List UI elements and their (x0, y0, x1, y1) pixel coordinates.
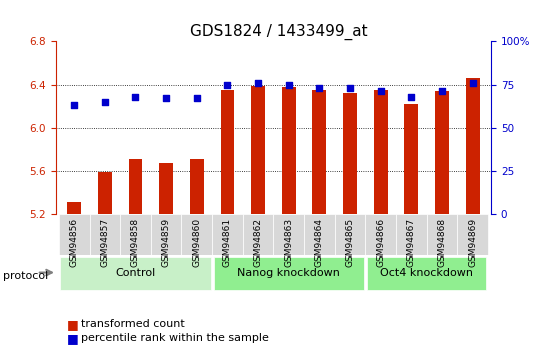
Text: GSM94869: GSM94869 (468, 218, 477, 267)
Bar (282, 87, 296, 345)
Bar (159, 163, 173, 345)
Text: GSM94863: GSM94863 (284, 218, 294, 267)
Text: Control: Control (116, 268, 156, 278)
Bar (128, 159, 142, 345)
Bar (190, 159, 204, 345)
Bar (68, 202, 81, 345)
Bar (304, 214, 335, 255)
Bar (335, 214, 365, 255)
Text: GSM94865: GSM94865 (345, 218, 354, 267)
Bar (243, 214, 273, 255)
Bar (374, 90, 388, 345)
Text: GSM94857: GSM94857 (100, 218, 109, 267)
Point (100, 99, 109, 105)
Text: GSM94859: GSM94859 (162, 218, 171, 267)
Text: GSM94860: GSM94860 (193, 218, 201, 267)
Bar (151, 214, 181, 255)
Bar (405, 104, 418, 345)
Bar (59, 214, 89, 255)
Text: GSM94867: GSM94867 (407, 218, 416, 267)
Bar (312, 90, 326, 345)
Bar (181, 214, 212, 255)
Bar (435, 91, 449, 345)
Bar (212, 214, 243, 255)
Bar (458, 214, 488, 255)
FancyBboxPatch shape (60, 257, 210, 290)
Text: ■: ■ (67, 318, 79, 331)
Point (254, 80, 263, 86)
FancyBboxPatch shape (214, 257, 364, 290)
Bar (396, 214, 427, 255)
Text: Oct4 knockdown: Oct4 knockdown (380, 268, 473, 278)
Bar (427, 214, 458, 255)
Text: GDS1824 / 1433499_at: GDS1824 / 1433499_at (190, 24, 368, 40)
Bar (466, 78, 479, 345)
Point (315, 85, 324, 91)
Text: transformed count: transformed count (81, 319, 185, 329)
Point (131, 94, 140, 99)
Text: GSM94864: GSM94864 (315, 218, 324, 267)
Point (70, 102, 79, 108)
Point (468, 80, 477, 86)
Text: protocol: protocol (3, 271, 48, 281)
Text: GSM94861: GSM94861 (223, 218, 232, 267)
Text: ■: ■ (67, 332, 79, 345)
Bar (89, 214, 120, 255)
Text: percentile rank within the sample: percentile rank within the sample (81, 333, 269, 343)
Point (345, 85, 354, 91)
Point (223, 82, 232, 87)
Point (437, 89, 446, 94)
Bar (251, 86, 265, 345)
Text: GSM94856: GSM94856 (70, 218, 79, 267)
Text: GSM94868: GSM94868 (437, 218, 446, 267)
Point (162, 96, 171, 101)
Bar (220, 90, 234, 345)
Point (193, 96, 201, 101)
Bar (365, 214, 396, 255)
Text: GSM94858: GSM94858 (131, 218, 140, 267)
Text: GSM94866: GSM94866 (376, 218, 385, 267)
Bar (273, 214, 304, 255)
Point (284, 82, 293, 87)
Point (407, 94, 416, 99)
Point (376, 89, 385, 94)
Text: GSM94862: GSM94862 (253, 218, 263, 267)
Bar (120, 214, 151, 255)
Bar (98, 172, 112, 345)
FancyBboxPatch shape (367, 257, 487, 290)
Text: Nanog knockdown: Nanog knockdown (237, 268, 340, 278)
Bar (343, 93, 357, 345)
